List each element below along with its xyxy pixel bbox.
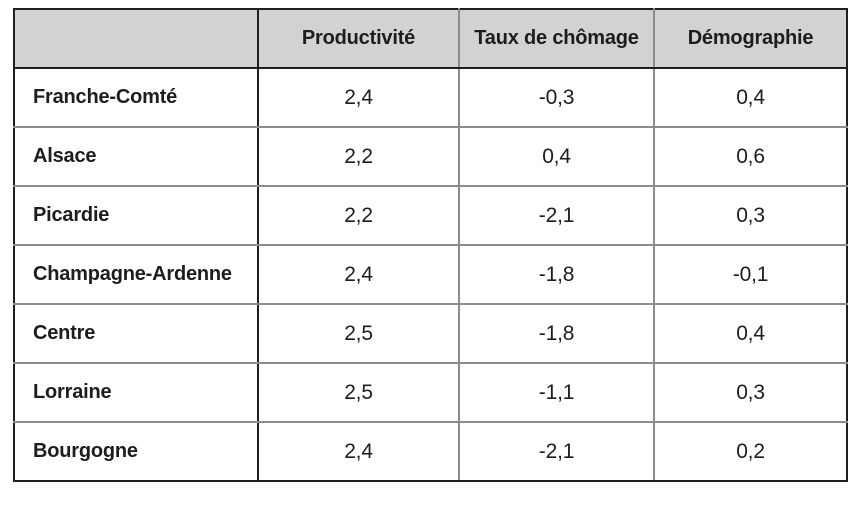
productivite-value: 2,2: [257, 126, 460, 187]
table-body: Franche-Comté 2,4 -0,3 0,4 Alsace 2,2 0,…: [13, 67, 848, 482]
productivite-value: 2,5: [257, 362, 460, 423]
productivite-value: 2,4: [257, 421, 460, 482]
region-name: Champagne-Ardenne: [13, 244, 259, 305]
region-name: Lorraine: [13, 362, 259, 423]
table-row-picardie: Picardie 2,2 -2,1 0,3: [13, 185, 848, 246]
chomage-value: -1,8: [458, 303, 655, 364]
productivite-value: 2,2: [257, 185, 460, 246]
table-header: Productivité Taux de chômage Démographie: [13, 8, 848, 69]
table-row-alsace: Alsace 2,2 0,4 0,6: [13, 126, 848, 187]
table-row-centre: Centre 2,5 -1,8 0,4: [13, 303, 848, 364]
demographie-value: -0,1: [653, 244, 848, 305]
regions-stats-table-container: Productivité Taux de chômage Démographie…: [13, 8, 848, 482]
chomage-value: -2,1: [458, 185, 655, 246]
regions-stats-table: Productivité Taux de chômage Démographie…: [13, 8, 848, 482]
header-cell-taux-de-chomage: Taux de chômage: [458, 8, 655, 69]
demographie-value: 0,6: [653, 126, 848, 187]
demographie-value: 0,3: [653, 362, 848, 423]
region-name: Alsace: [13, 126, 259, 187]
chomage-value: -2,1: [458, 421, 655, 482]
region-name: Franche-Comté: [13, 67, 259, 128]
demographie-value: 0,3: [653, 185, 848, 246]
demographie-value: 0,4: [653, 67, 848, 128]
table-row-lorraine: Lorraine 2,5 -1,1 0,3: [13, 362, 848, 423]
productivite-value: 2,4: [257, 67, 460, 128]
region-name: Picardie: [13, 185, 259, 246]
demographie-value: 0,2: [653, 421, 848, 482]
region-name: Centre: [13, 303, 259, 364]
table-row-franche-comte: Franche-Comté 2,4 -0,3 0,4: [13, 67, 848, 128]
region-name: Bourgogne: [13, 421, 259, 482]
chomage-value: -1,8: [458, 244, 655, 305]
productivite-value: 2,4: [257, 244, 460, 305]
demographie-value: 0,4: [653, 303, 848, 364]
productivite-value: 2,5: [257, 303, 460, 364]
chomage-value: -0,3: [458, 67, 655, 128]
header-cell-empty: [13, 8, 259, 69]
chomage-value: -1,1: [458, 362, 655, 423]
header-row: Productivité Taux de chômage Démographie: [13, 8, 848, 69]
header-cell-productivite: Productivité: [257, 8, 460, 69]
table-row-bourgogne: Bourgogne 2,4 -2,1 0,2: [13, 421, 848, 482]
chomage-value: 0,4: [458, 126, 655, 187]
header-cell-demographie: Démographie: [653, 8, 848, 69]
table-row-champagne-ardenne: Champagne-Ardenne 2,4 -1,8 -0,1: [13, 244, 848, 305]
